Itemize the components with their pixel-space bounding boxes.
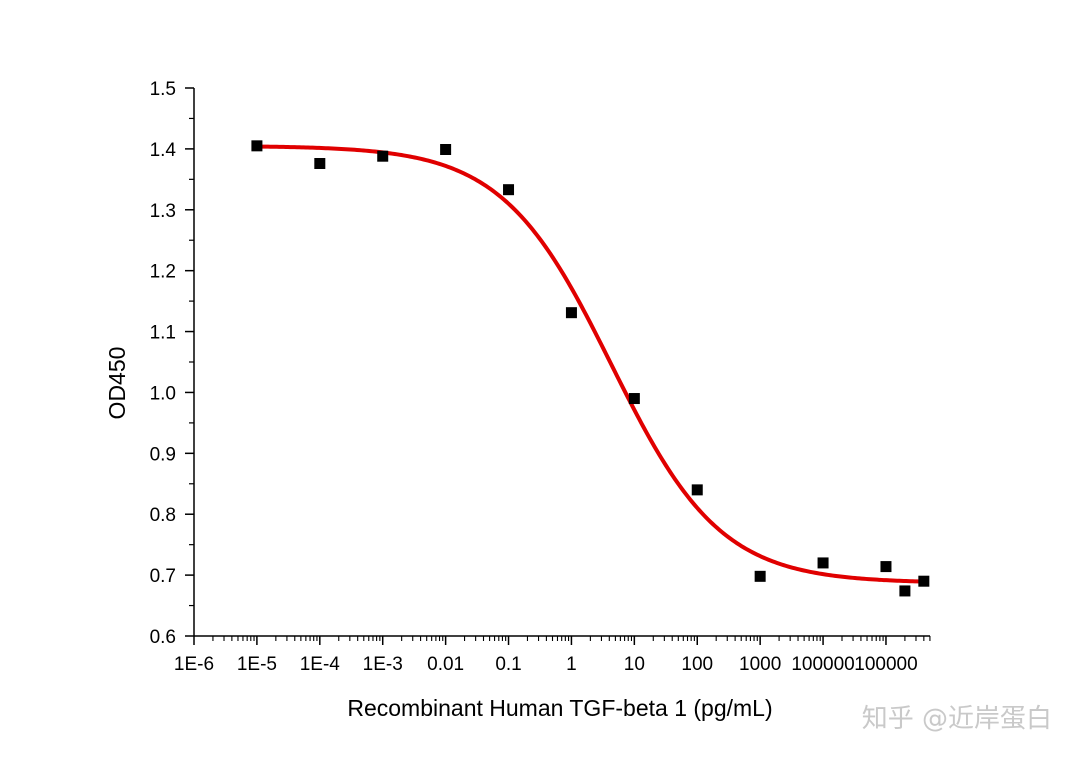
x-tick-label: 0.1 bbox=[495, 654, 521, 675]
data-point bbox=[251, 140, 263, 152]
data-point bbox=[880, 561, 892, 573]
fit-curve bbox=[254, 144, 926, 584]
data-point bbox=[899, 585, 911, 597]
data-point bbox=[817, 557, 829, 569]
y-tick-label: 0.7 bbox=[150, 566, 176, 587]
y-axis-title: OD450 bbox=[104, 347, 130, 420]
x-tick-label: 100000 bbox=[854, 654, 917, 675]
axes bbox=[193, 88, 930, 637]
y-tick-label: 0.9 bbox=[150, 444, 176, 465]
y-tick-label: 1.5 bbox=[150, 79, 176, 100]
y-tick-label: 1.3 bbox=[150, 201, 176, 222]
y-axis-ticks: 0.6 0.7 0.8 0.9 1.0 1.1 1.2 1.3 1.4 1.5 bbox=[150, 79, 194, 648]
data-point bbox=[754, 570, 766, 582]
x-tick-label: 1E-6 bbox=[174, 654, 214, 675]
data-point bbox=[440, 144, 452, 155]
x-tick-label: 0.01 bbox=[427, 654, 464, 675]
watermark: 知乎 @近岸蛋白 bbox=[862, 704, 1052, 734]
y-tick-label: 0.6 bbox=[150, 627, 176, 648]
x-tick-label: 1 bbox=[566, 654, 577, 675]
data-point bbox=[628, 393, 640, 405]
y-tick-label: 0.8 bbox=[150, 505, 176, 526]
x-tick-label: 1000 bbox=[739, 654, 781, 675]
y-tick-label: 1.4 bbox=[150, 140, 177, 161]
y-tick-label: 1.1 bbox=[150, 323, 176, 344]
data-point bbox=[565, 307, 577, 319]
x-tick-label: 10 bbox=[624, 654, 645, 675]
data-point bbox=[691, 484, 703, 496]
data-point bbox=[918, 575, 930, 587]
data-point bbox=[377, 150, 389, 162]
x-axis-title: Recombinant Human TGF-beta 1 (pg/mL) bbox=[347, 695, 772, 721]
y-tick-label: 1.2 bbox=[150, 262, 176, 283]
data-point bbox=[314, 158, 326, 169]
x-tick-label: 1E-4 bbox=[300, 654, 341, 675]
x-tick-label: 100 bbox=[681, 654, 713, 675]
x-axis-ticks: 1E-6 1E-5 1E-4 1E-3 0.01 0.1 1 10 100 1000 100000 1… bbox=[174, 636, 931, 675]
y-tick-label: 1.0 bbox=[150, 383, 176, 404]
data-point bbox=[503, 184, 515, 196]
x-tick-label: 1E-5 bbox=[237, 654, 277, 675]
x-tick-label: 100000 bbox=[791, 654, 854, 675]
data-points bbox=[251, 140, 930, 597]
x-tick-label: 1E-3 bbox=[363, 654, 403, 675]
